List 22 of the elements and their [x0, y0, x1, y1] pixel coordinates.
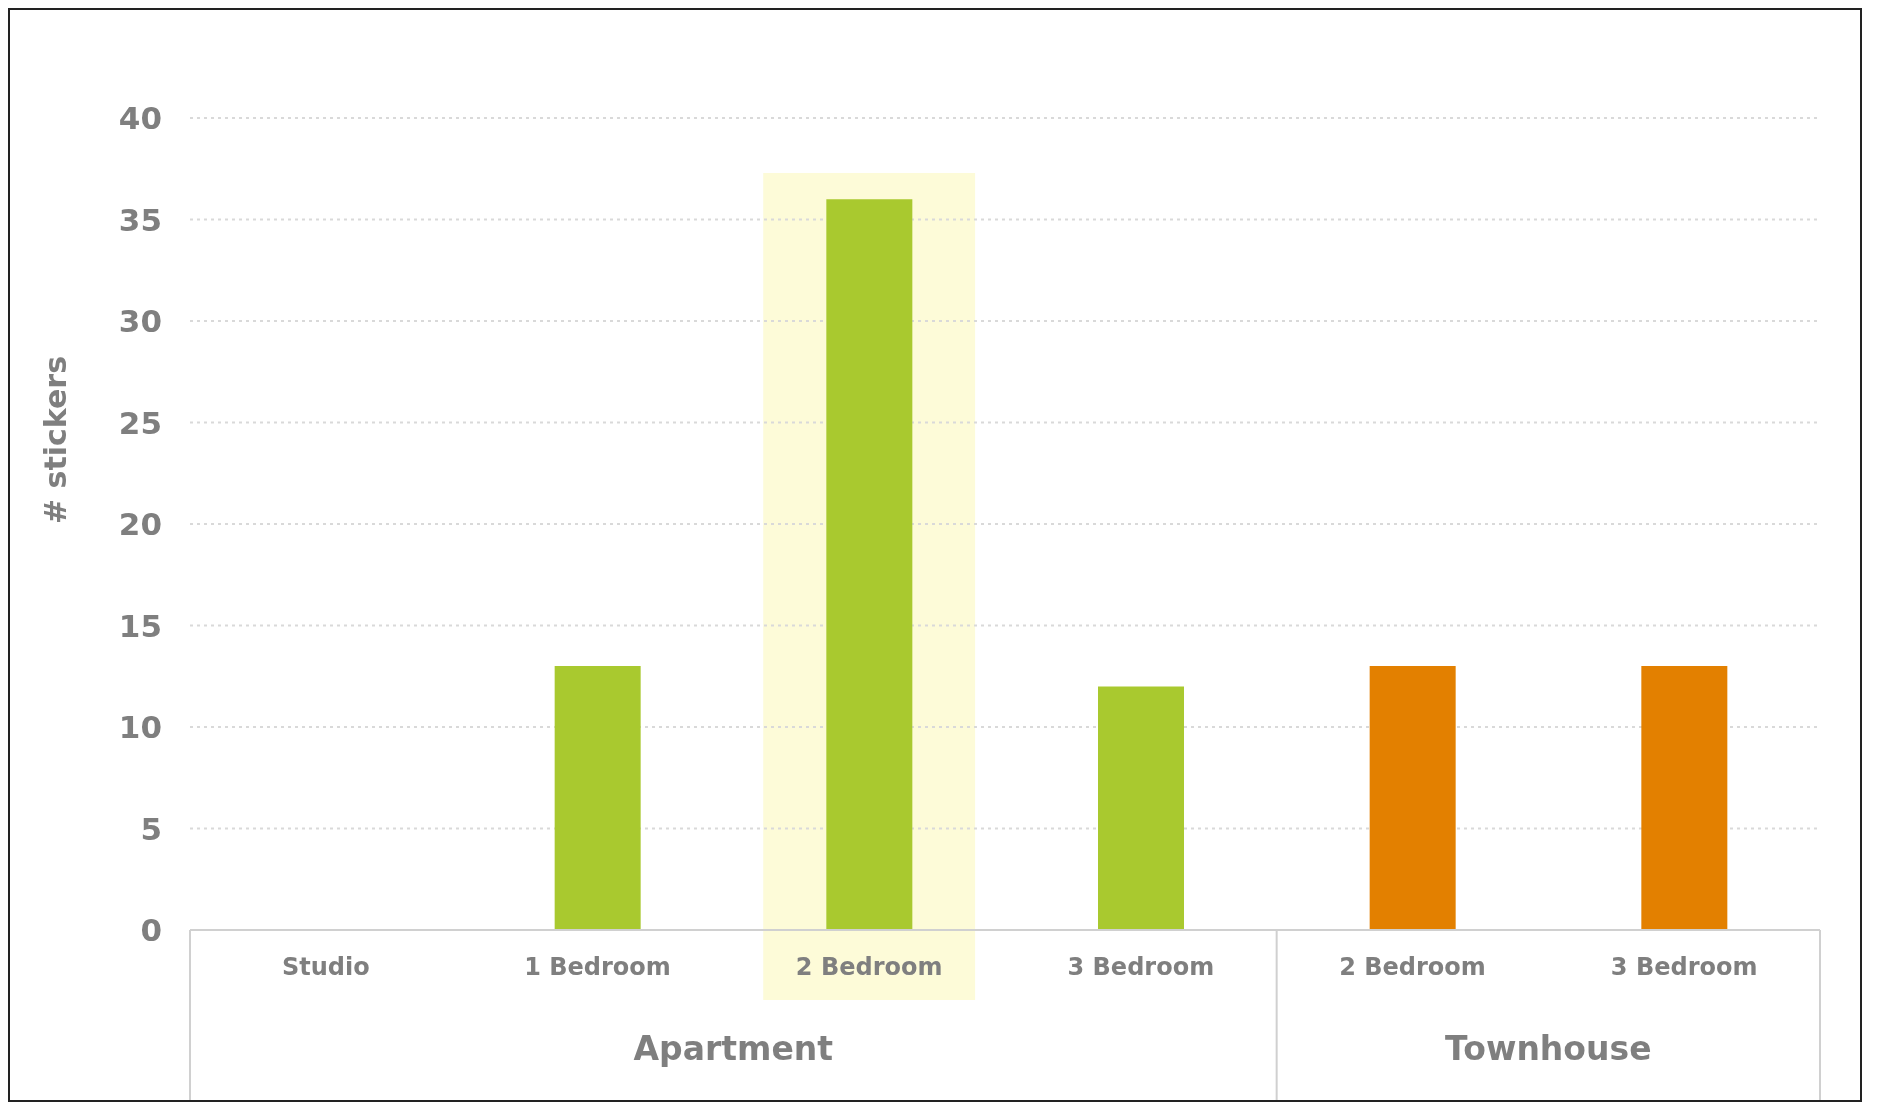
- bar: [1369, 666, 1456, 930]
- x-tick-label: Studio: [281, 953, 370, 982]
- y-axis-title: # stickers: [37, 356, 73, 524]
- text: Townhouse: [1445, 1029, 1652, 1068]
- y-tick-label: 0: [140, 912, 162, 949]
- bar: [1098, 686, 1184, 930]
- y-tick-label: 25: [118, 404, 162, 441]
- x-tick-label: 2 Bedroom: [1339, 953, 1486, 982]
- y-tick-label: 40: [118, 100, 162, 137]
- y-tick-label: 20: [118, 506, 162, 543]
- y-tick-label: 30: [118, 303, 162, 340]
- bar: [554, 666, 641, 930]
- x-tick-label: 3 Bedroom: [1610, 953, 1758, 982]
- bar: [1641, 666, 1728, 930]
- y-tick-label: 15: [118, 607, 162, 644]
- y-tick-label: 5: [140, 810, 162, 847]
- x-tick-label: 3 Bedroom: [1067, 953, 1215, 982]
- y-tick-label: 35: [118, 201, 162, 238]
- x-tick-label: 1 Bedroom: [524, 953, 671, 982]
- y-tick-label: 10: [118, 709, 162, 746]
- text: Apartment: [633, 1029, 834, 1068]
- x-tick-label: 2 Bedroom: [795, 953, 943, 982]
